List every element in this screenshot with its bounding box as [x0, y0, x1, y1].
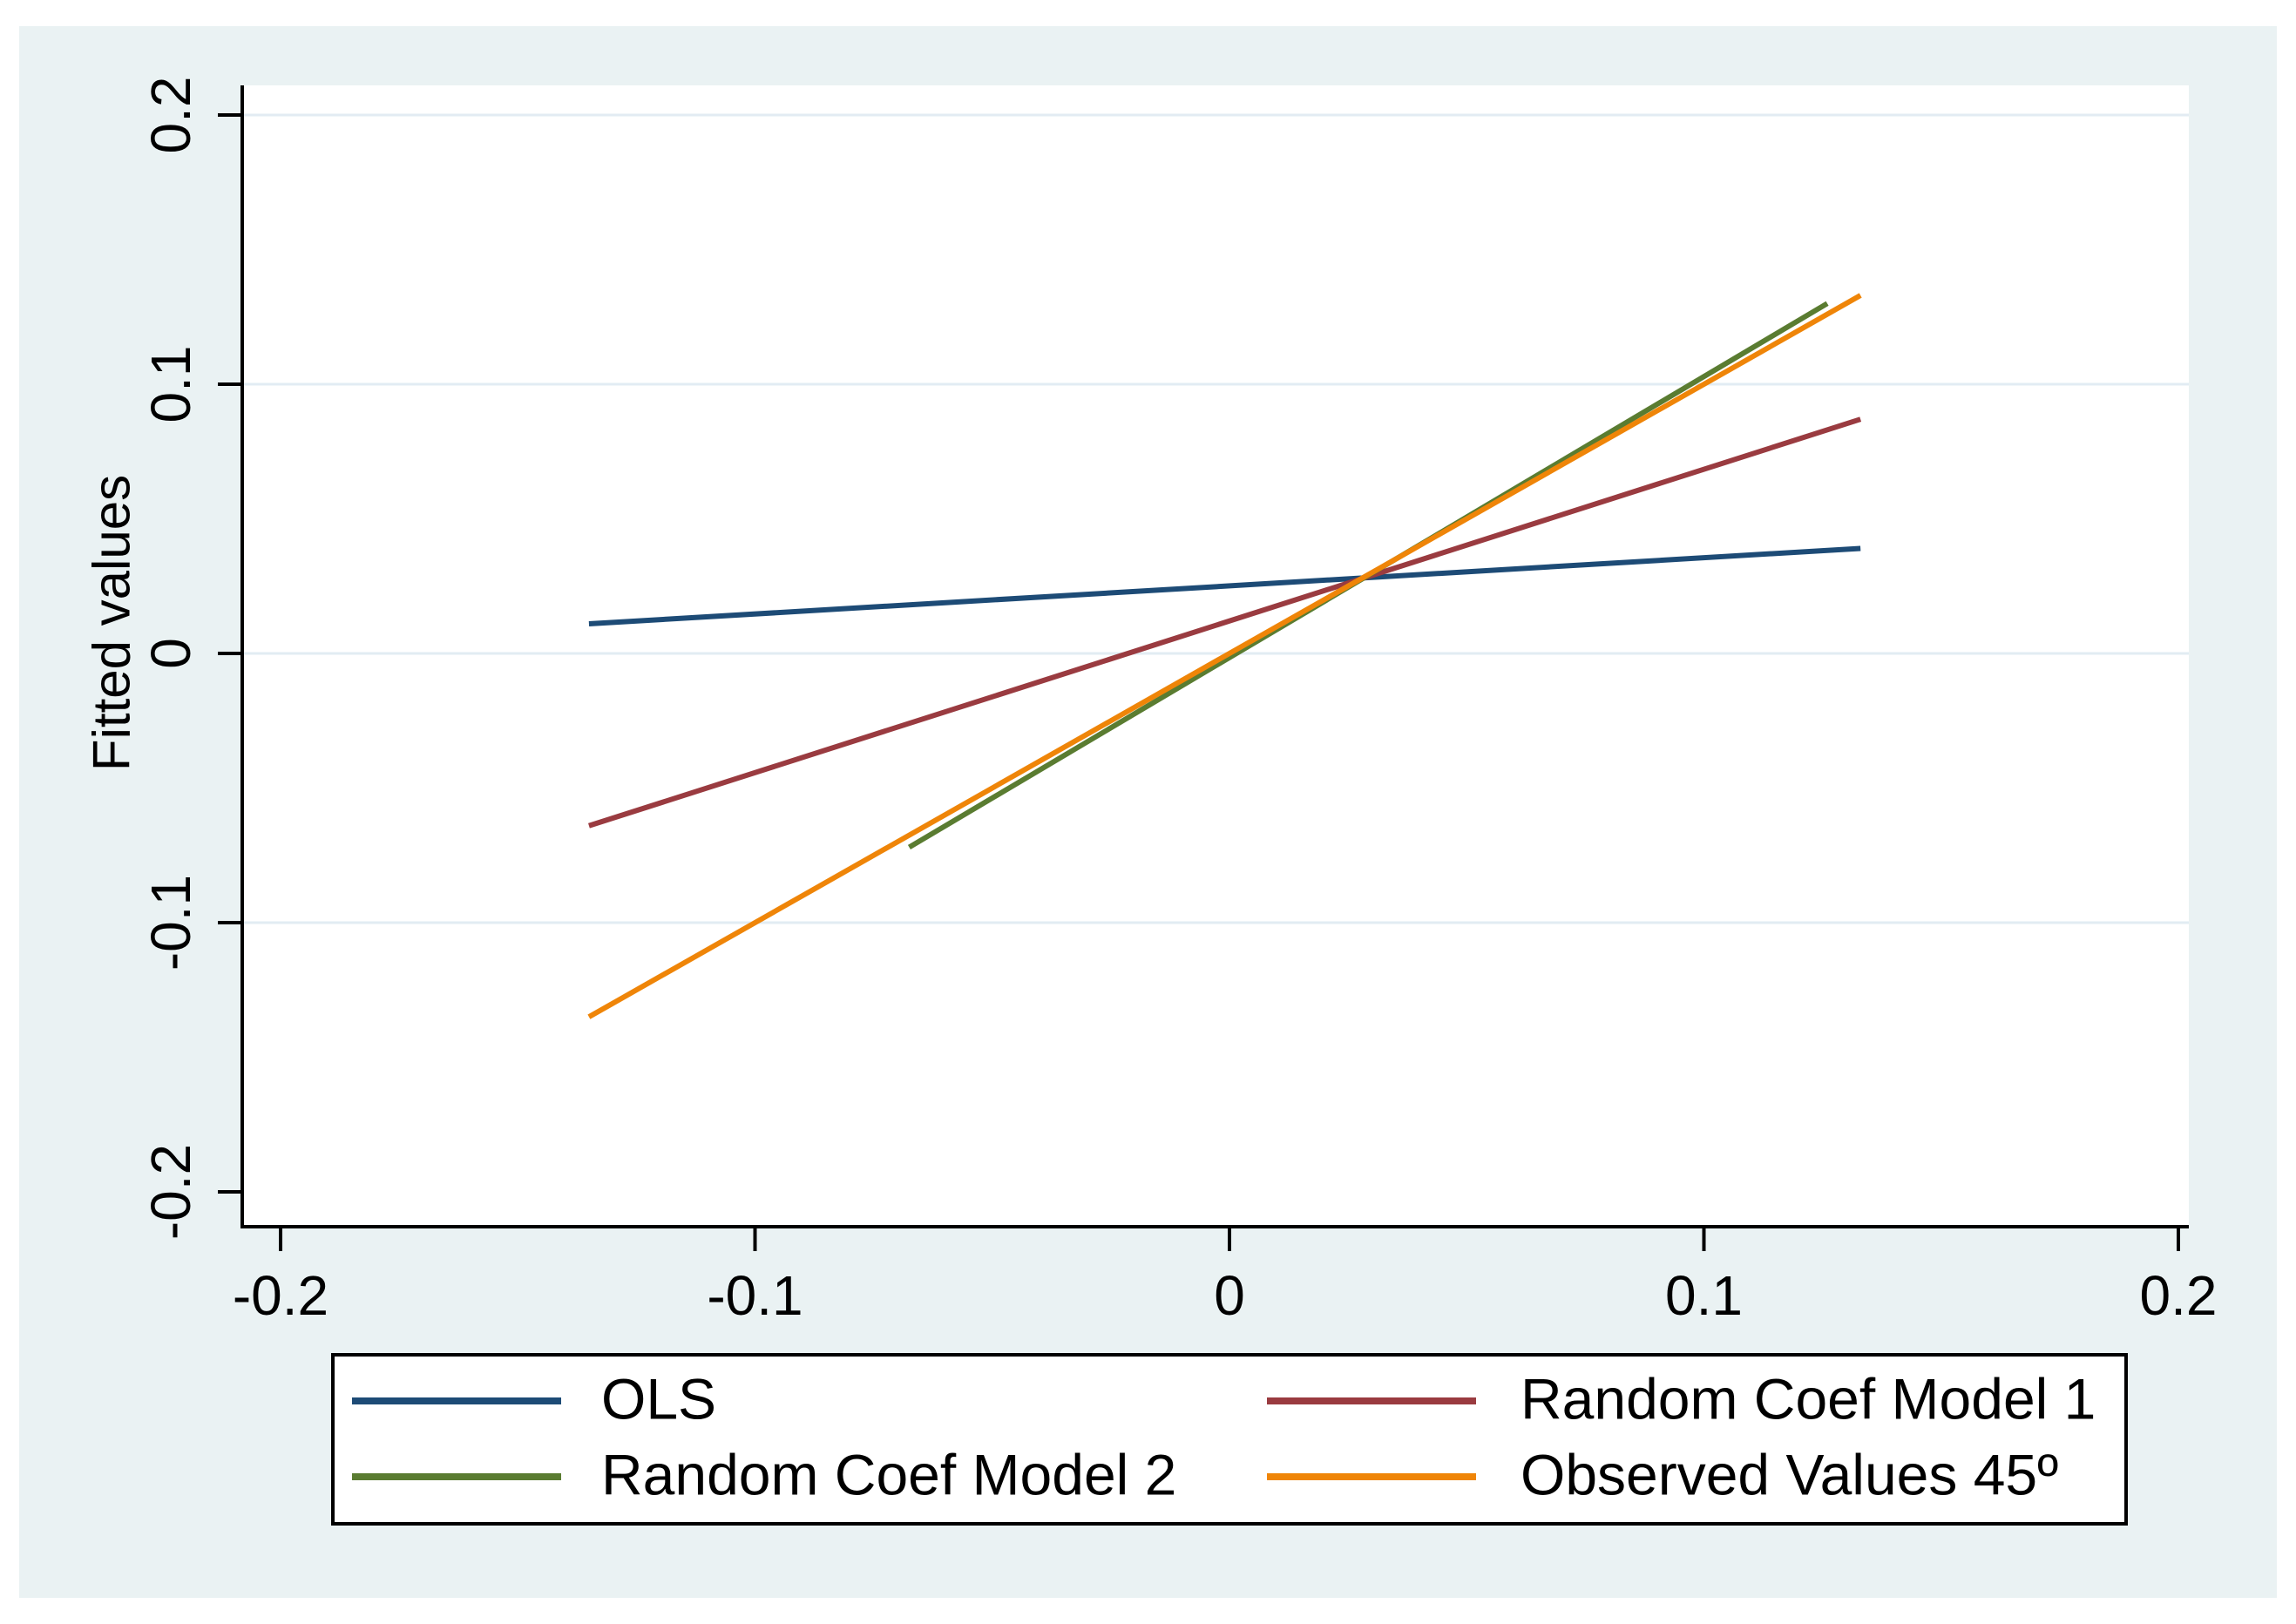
y-tick-label--0.2: -0.2	[139, 1143, 202, 1241]
legend-label-observed-values-45: Observed Values 45º	[1521, 1442, 2059, 1507]
y-tick-label-0.2: 0.2	[139, 76, 202, 154]
legend-label-ols: OLS	[601, 1366, 717, 1431]
x-tick-label--0.2: -0.2	[232, 1264, 329, 1327]
y-tick-label-0: 0	[139, 638, 202, 669]
plot-background	[242, 85, 2189, 1227]
y-axis-title: Fitted values	[82, 474, 141, 772]
y-tick-label-0.1: 0.1	[139, 345, 202, 423]
legend-label-random-coef-model-1: Random Coef Model 1	[1521, 1366, 2096, 1431]
x-tick-label--0.1: -0.1	[707, 1264, 803, 1327]
y-tick-label--0.1: -0.1	[139, 874, 202, 971]
series-line-observed-values-45	[587, 293, 1862, 1019]
legend-line-random-coef-model-2	[352, 1473, 561, 1480]
series-line-ols	[588, 545, 1861, 627]
legend: OLS Random Coef Model 1 Random Coef Mode…	[331, 1353, 2128, 1526]
legend-line-random-coef-model-1	[1267, 1397, 1476, 1404]
series-line-random-coef-model-1	[588, 416, 1862, 829]
legend-line-observed-values-45	[1267, 1473, 1476, 1480]
legend-line-ols	[352, 1397, 561, 1404]
x-tick-label-0.2: 0.2	[2139, 1264, 2218, 1327]
legend-label-random-coef-model-2: Random Coef Model 2	[601, 1442, 1177, 1507]
x-tick-label-0.1: 0.1	[1665, 1264, 1743, 1327]
x-tick-label-0: 0	[1214, 1264, 1245, 1327]
